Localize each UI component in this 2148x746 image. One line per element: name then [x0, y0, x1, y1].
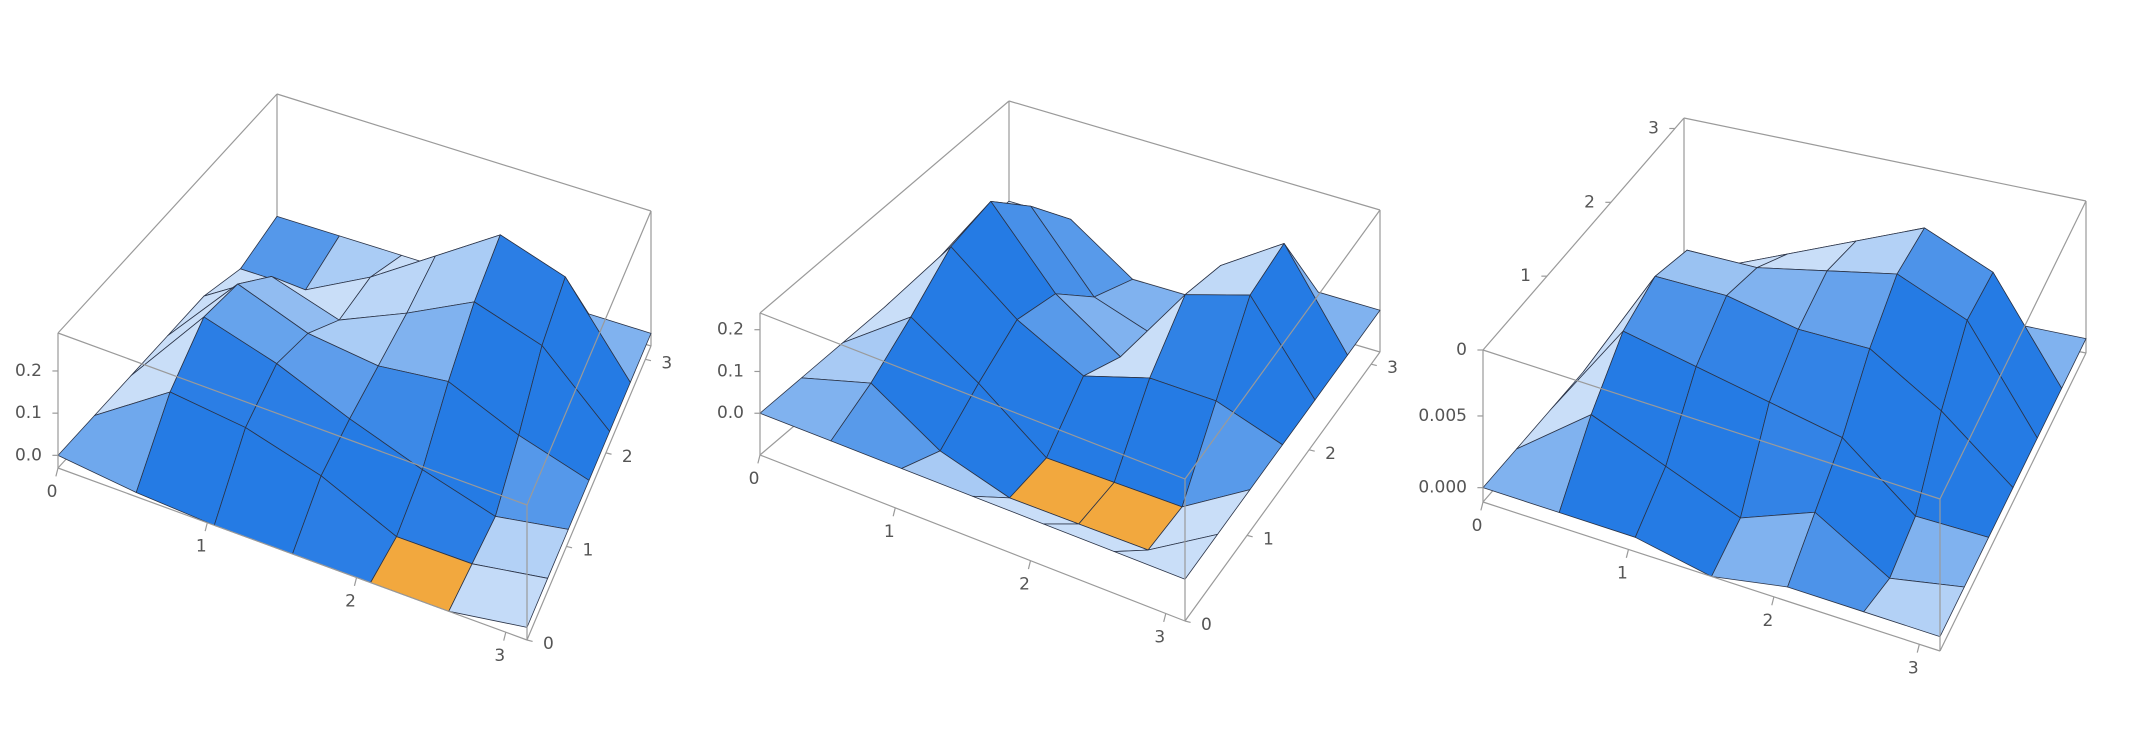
x-tick-label: 0 — [1472, 516, 1483, 536]
y-tick-label: 2 — [1584, 192, 1595, 212]
y-tick-label: 3 — [1648, 118, 1659, 138]
y-tick-label: 0 — [1201, 615, 1212, 635]
x-tick-label: 2 — [345, 591, 356, 611]
x-tick-mark — [1480, 501, 1484, 511]
box-edge — [1482, 501, 1941, 652]
x-tick-label: 1 — [196, 537, 207, 557]
box-edge — [1939, 200, 2087, 500]
box-edge — [1184, 351, 1381, 622]
y-tick-mark — [566, 545, 573, 549]
x-tick-mark — [1916, 644, 1920, 653]
z-tick-label: 0.005 — [1418, 406, 1467, 426]
y-tick-mark — [1246, 534, 1253, 538]
y-tick-label: 1 — [582, 540, 593, 560]
z-tick-label: 0.2 — [15, 361, 42, 381]
box-edge — [1482, 349, 1941, 500]
x-tick-mark — [1163, 613, 1167, 623]
x-tick-mark — [55, 467, 59, 477]
x-tick-mark — [1771, 596, 1775, 606]
x-tick-label: 2 — [1762, 611, 1773, 631]
surface-face — [448, 563, 549, 628]
x-tick-mark — [1027, 560, 1032, 570]
x-tick-label: 1 — [1617, 563, 1628, 583]
z-tick-label: 0.2 — [717, 320, 744, 340]
z-tick-label: 0.0 — [15, 445, 42, 465]
y-tick-mark — [1371, 363, 1377, 367]
y-tick-label: 0 — [1456, 340, 1467, 360]
box-edge — [57, 332, 528, 506]
box-edge — [1683, 117, 2087, 202]
x-tick-label: 3 — [1908, 658, 1919, 678]
box-edge — [1939, 352, 2087, 652]
box-edge — [57, 467, 528, 641]
x-tick-mark — [892, 507, 896, 517]
z-tick-label: 0.1 — [717, 361, 744, 381]
x-tick-label: 3 — [494, 646, 505, 666]
surface-plot: 0 1 2 3 0 1 2 3 0.0 0.1 0.2 — [15, 93, 672, 666]
box-edge — [759, 100, 1010, 314]
y-tick-label: 1 — [1263, 529, 1274, 549]
x-tick-mark — [757, 454, 761, 464]
x-tick-label: 3 — [1154, 627, 1165, 647]
x-tick-mark — [353, 577, 358, 587]
x-tick-label: 0 — [47, 482, 58, 502]
y-tick-label: 0 — [543, 634, 554, 654]
x-tick-label: 0 — [749, 469, 760, 489]
z-tick-label: 0.0 — [717, 403, 744, 423]
y-tick-mark — [605, 452, 612, 455]
x-tick-mark — [503, 632, 507, 641]
y-tick-mark — [645, 358, 652, 362]
surface-face — [1113, 533, 1218, 580]
x-tick-label: 1 — [884, 522, 895, 542]
y-tick-label: 3 — [661, 353, 672, 373]
box-edge — [276, 93, 652, 212]
box-edge — [759, 312, 1186, 480]
z-tick-label: 0.000 — [1418, 478, 1467, 498]
y-tick-label: 2 — [622, 447, 633, 467]
y-tick-label: 2 — [1325, 444, 1336, 464]
box-edge — [526, 210, 652, 506]
x-tick-label: 2 — [1019, 575, 1030, 595]
box-edge — [759, 454, 1186, 622]
box-edge — [1482, 117, 1685, 351]
box-edge — [57, 93, 278, 334]
y-tick-label: 3 — [1387, 358, 1398, 378]
box-edge — [526, 345, 652, 641]
y-tick-mark — [1308, 449, 1315, 452]
y-tick-mark — [1184, 620, 1191, 623]
box-edge — [1184, 209, 1381, 480]
x-tick-mark — [1625, 549, 1630, 558]
y-tick-mark — [526, 639, 533, 642]
box-edge — [1008, 100, 1381, 211]
y-tick-label: 1 — [1520, 266, 1531, 286]
z-tick-label: 0.1 — [15, 403, 42, 423]
x-tick-mark — [204, 522, 208, 532]
surface-face — [1863, 577, 1965, 638]
surface-plot: 0 1 2 3 0 1 2 3 0.0 0.1 0.2 — [717, 100, 1398, 647]
surface-plot: 0 1 2 3 0 1 2 3 0.000 0.005 — [1418, 117, 2087, 678]
